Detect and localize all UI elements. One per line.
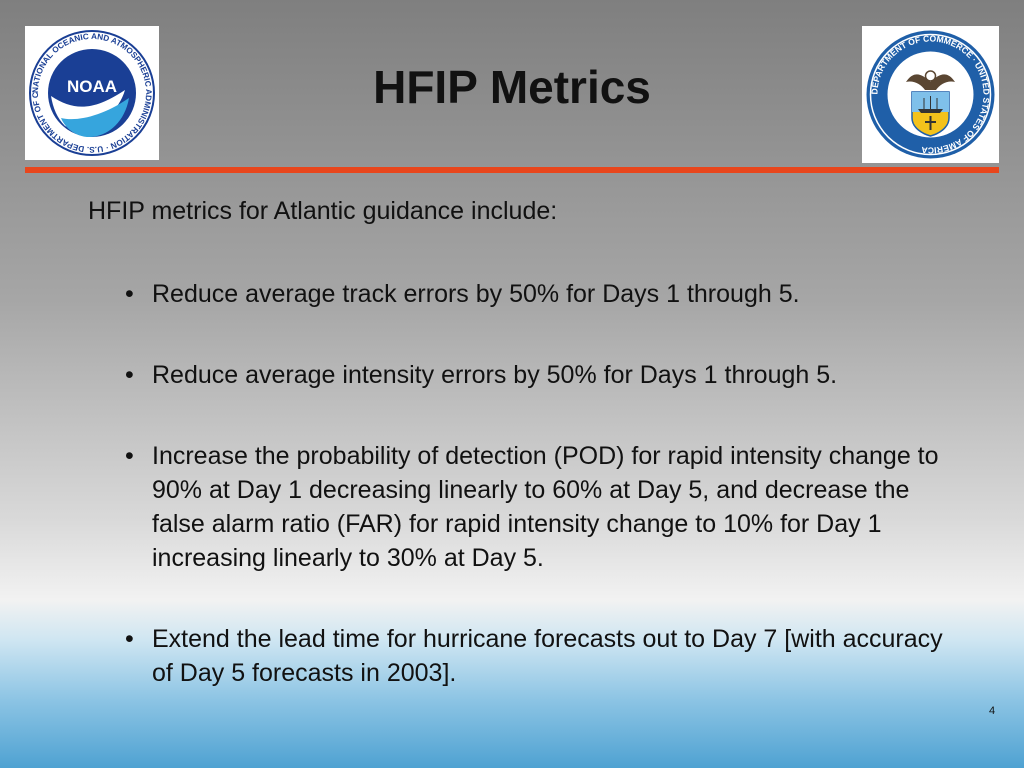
department-of-commerce-seal: DEPARTMENT OF COMMERCE · UNITED STATES O… bbox=[862, 26, 999, 163]
title-divider bbox=[25, 167, 999, 173]
list-item: • Increase the probability of detection … bbox=[125, 439, 945, 575]
bullet-marker: • bbox=[125, 442, 134, 470]
intro-text: HFIP metrics for Atlantic guidance inclu… bbox=[88, 197, 558, 225]
noaa-logo-icon: NATIONAL OCEANIC AND ATMOSPHERIC ADMINIS… bbox=[25, 26, 155, 156]
page-number: 4 bbox=[989, 705, 996, 717]
department-of-commerce-seal-icon: DEPARTMENT OF COMMERCE · UNITED STATES O… bbox=[866, 30, 995, 159]
list-item: • Reduce average track errors by 50% for… bbox=[125, 277, 945, 311]
list-item-text: Extend the lead time for hurricane forec… bbox=[152, 625, 943, 687]
bullet-marker: • bbox=[125, 361, 134, 389]
list-item: • Reduce average intensity errors by 50%… bbox=[125, 358, 945, 392]
noaa-logo: NATIONAL OCEANIC AND ATMOSPHERIC ADMINIS… bbox=[25, 26, 159, 160]
list-item: • Extend the lead time for hurricane for… bbox=[125, 622, 945, 690]
noaa-wordmark: NOAA bbox=[67, 77, 117, 96]
metrics-list: • Reduce average track errors by 50% for… bbox=[125, 277, 945, 737]
list-item-text: Increase the probability of detection (P… bbox=[152, 442, 939, 572]
bullet-marker: • bbox=[125, 280, 134, 308]
slide-title: HFIP Metrics bbox=[373, 61, 651, 113]
list-item-text: Reduce average track errors by 50% for D… bbox=[152, 280, 800, 308]
list-item-text: Reduce average intensity errors by 50% f… bbox=[152, 361, 838, 389]
bullet-marker: • bbox=[125, 625, 134, 653]
